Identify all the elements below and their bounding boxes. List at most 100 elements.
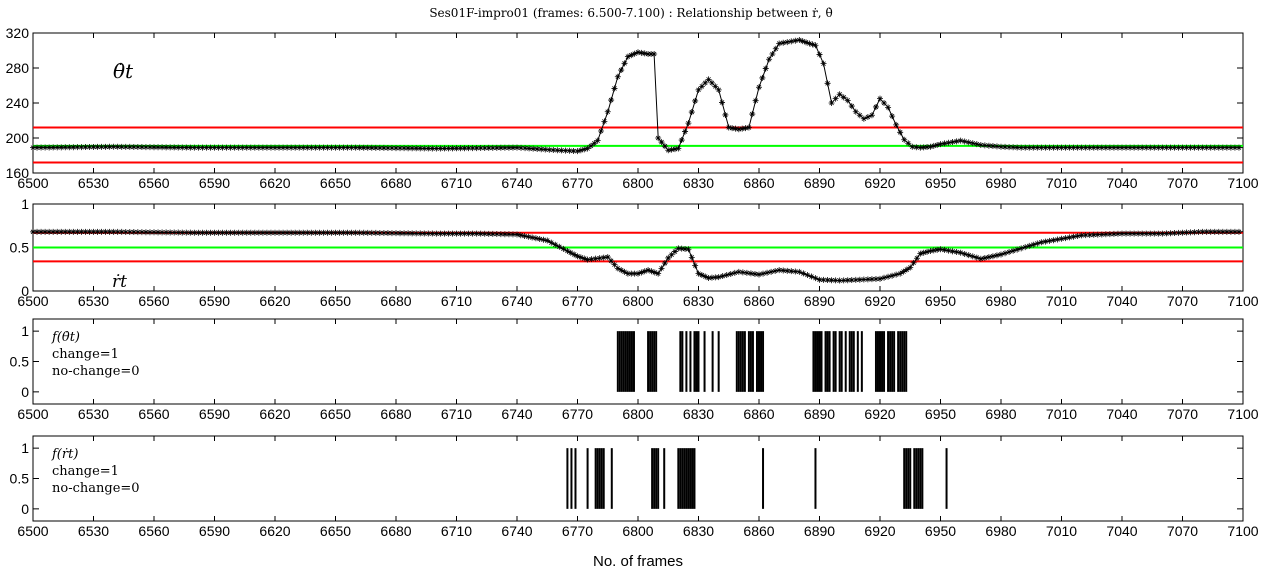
data-point (548, 239, 555, 246)
data-point (766, 56, 773, 63)
data-point (764, 269, 771, 276)
data-point (445, 230, 452, 237)
data-point (514, 144, 520, 151)
data-point (272, 229, 278, 236)
data-point (155, 229, 162, 236)
data-point (1131, 144, 1138, 151)
data-point (231, 144, 238, 151)
data-point (812, 42, 819, 49)
data-point (356, 144, 363, 151)
data-point (635, 270, 641, 277)
data-point (94, 143, 101, 150)
data-point (712, 274, 719, 281)
data-point (312, 144, 319, 151)
data-point (90, 143, 97, 150)
data-point (1119, 144, 1125, 151)
data-point (574, 253, 581, 260)
data-point (927, 247, 934, 254)
data-point (692, 262, 699, 269)
data-point (651, 269, 658, 276)
data-point (832, 95, 839, 102)
data-point (348, 229, 355, 236)
x-tick-label: 6530 (78, 293, 109, 309)
data-point (941, 246, 948, 253)
x-tick-label: 6500 (17, 175, 48, 191)
data-point (1054, 144, 1061, 151)
data-point (304, 229, 311, 236)
data-point (284, 229, 291, 236)
data-point (651, 51, 658, 57)
x-tick-label: 6710 (441, 175, 472, 191)
x-tick-label: 6830 (683, 293, 714, 309)
data-point (937, 246, 944, 253)
data-point (485, 144, 492, 151)
data-point (719, 273, 726, 280)
data-point (223, 144, 230, 151)
data-point (1058, 144, 1065, 151)
data-point (179, 229, 186, 236)
data-point (481, 144, 488, 151)
data-point (449, 145, 456, 152)
data-point (872, 103, 879, 110)
data-point (1054, 236, 1061, 243)
data-point (255, 144, 262, 151)
x-tick-label: 6560 (138, 406, 169, 422)
data-point (844, 97, 851, 104)
data-point (364, 144, 371, 151)
data-point (1038, 239, 1045, 246)
data-point (1183, 144, 1190, 151)
data-point (159, 229, 166, 236)
data-point (34, 228, 41, 235)
data-point (280, 144, 287, 151)
data-point (142, 144, 149, 151)
data-point (836, 277, 843, 284)
data-point (413, 145, 420, 152)
data-point (1167, 144, 1174, 151)
data-point (522, 145, 529, 152)
data-point (171, 144, 178, 151)
data-point (255, 229, 262, 236)
data-point (388, 230, 395, 237)
data-point (54, 144, 61, 151)
data-point (542, 146, 549, 153)
data-point (957, 137, 964, 144)
data-point (675, 145, 682, 152)
data-point (138, 229, 145, 236)
data-point (324, 229, 331, 236)
data-point (1219, 144, 1226, 151)
data-point (864, 276, 871, 283)
data-point (917, 250, 924, 257)
data-point (1074, 144, 1081, 151)
data-point (30, 144, 36, 151)
data-point (1070, 233, 1077, 240)
data-point (449, 230, 456, 237)
data-point (364, 229, 371, 236)
x-tick-label: 6530 (78, 406, 109, 422)
data-point (401, 230, 408, 237)
data-point (760, 270, 767, 277)
data-point (611, 261, 618, 268)
data-point (1102, 231, 1109, 238)
data-point (611, 85, 618, 92)
data-point (393, 230, 399, 237)
data-point (973, 141, 980, 148)
data-point (263, 144, 270, 151)
data-point (259, 144, 266, 151)
data-point (675, 245, 682, 252)
data-point (352, 144, 359, 151)
data-point (792, 268, 799, 275)
data-point (698, 83, 705, 90)
data-point (1094, 144, 1101, 151)
data-point (94, 228, 101, 235)
data-point (927, 143, 934, 150)
data-point (1203, 144, 1210, 151)
data-point (532, 235, 539, 242)
data-point (708, 79, 715, 86)
data-point (247, 229, 254, 236)
data-point (848, 103, 855, 110)
data-point (433, 145, 440, 152)
data-point (735, 268, 742, 275)
data-point (1183, 229, 1190, 236)
data-point (1002, 250, 1009, 257)
